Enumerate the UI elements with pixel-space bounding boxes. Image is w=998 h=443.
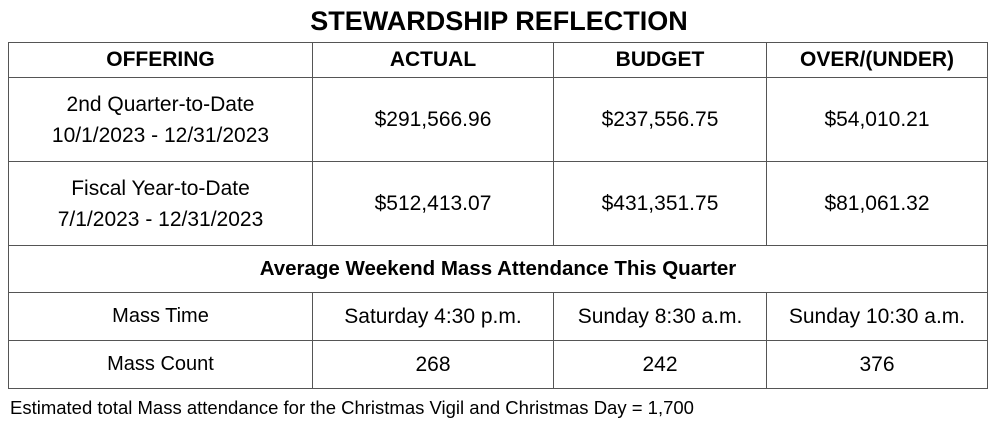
header-actual: ACTUAL — [312, 42, 554, 78]
over-under-cell: $81,061.32 — [766, 161, 988, 246]
header-over-under: OVER/(UNDER) — [766, 42, 988, 78]
stewardship-table: OFFERING ACTUAL BUDGET OVER/(UNDER) 2nd … — [8, 42, 988, 389]
budget-cell: $431,351.75 — [553, 161, 767, 246]
table-row-quarter: 2nd Quarter-to-Date 10/1/2023 - 12/31/20… — [8, 77, 988, 162]
mass-count-row: Mass Count 268 242 376 — [8, 340, 988, 389]
page-title: STEWARDSHIP REFLECTION — [310, 6, 688, 36]
mass-time-cell: Saturday 4:30 p.m. — [312, 292, 554, 341]
actual-cell: $512,413.07 — [312, 161, 554, 246]
mass-time-cell: Sunday 8:30 a.m. — [553, 292, 767, 341]
mass-time-label: Mass Time — [8, 292, 313, 341]
header-budget: BUDGET — [553, 42, 767, 78]
footnote: Estimated total Mass attendance for the … — [10, 397, 694, 418]
mass-time-row: Mass Time Saturday 4:30 p.m. Sunday 8:30… — [8, 292, 988, 341]
mass-count-label: Mass Count — [8, 340, 313, 389]
offering-period-cell: 2nd Quarter-to-Date 10/1/2023 - 12/31/20… — [8, 77, 313, 162]
offering-period-cell: Fiscal Year-to-Date 7/1/2023 - 12/31/202… — [8, 161, 313, 246]
period-dates: 10/1/2023 - 12/31/2023 — [51, 123, 270, 147]
period-label: 2nd Quarter-to-Date — [66, 92, 255, 116]
attendance-section-row: Average Weekend Mass Attendance This Qua… — [8, 245, 988, 293]
header-offering: OFFERING — [8, 42, 313, 78]
table-row-fiscal-year: Fiscal Year-to-Date 7/1/2023 - 12/31/202… — [8, 161, 988, 246]
mass-count-cell: 268 — [312, 340, 554, 389]
mass-count-cell: 242 — [553, 340, 767, 389]
over-under-cell: $54,010.21 — [766, 77, 988, 162]
header-row: OFFERING ACTUAL BUDGET OVER/(UNDER) — [8, 42, 988, 78]
mass-count-cell: 376 — [766, 340, 988, 389]
actual-cell: $291,566.96 — [312, 77, 554, 162]
mass-time-cell: Sunday 10:30 a.m. — [766, 292, 988, 341]
period-label: Fiscal Year-to-Date — [71, 176, 250, 200]
budget-cell: $237,556.75 — [553, 77, 767, 162]
period-dates: 7/1/2023 - 12/31/2023 — [57, 207, 264, 231]
attendance-section-title: Average Weekend Mass Attendance This Qua… — [8, 245, 988, 293]
